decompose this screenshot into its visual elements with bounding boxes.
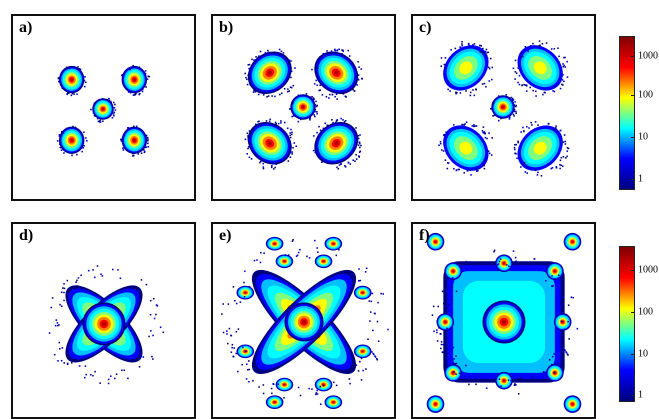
satellite — [265, 395, 284, 410]
lobe — [314, 51, 359, 95]
density-map-a — [56, 64, 151, 157]
colorbar-tickmark — [631, 56, 635, 57]
lobe — [443, 45, 489, 91]
edge-node — [444, 262, 462, 280]
centre-edge — [490, 94, 518, 122]
panel-label-f: f) — [419, 227, 430, 244]
lobe-edge — [311, 48, 363, 100]
panel-e: e) — [211, 222, 396, 419]
corner-dot — [563, 232, 582, 251]
satellite — [236, 285, 255, 300]
panel-f: f) — [411, 222, 596, 419]
colorbar-tickmark — [631, 179, 635, 180]
panel-label-c: c) — [419, 19, 432, 36]
lobe — [517, 45, 563, 91]
edge-node — [495, 371, 513, 390]
centre-edge — [90, 97, 117, 123]
colorbar-tick-label: 10 — [638, 348, 648, 360]
lobe-edge — [121, 64, 151, 96]
density-map-e — [221, 236, 389, 410]
centre-spot — [92, 98, 114, 120]
density-map-f — [426, 232, 582, 413]
satellite — [324, 395, 343, 410]
edge-node — [444, 364, 462, 382]
outer-edge — [221, 238, 389, 406]
centre-core — [482, 300, 526, 344]
lobe-edge — [438, 121, 493, 176]
lobe-edge — [513, 121, 570, 177]
lobe-edge — [440, 40, 494, 97]
density-map-b — [244, 48, 363, 170]
lobe — [247, 121, 292, 165]
satellite — [353, 285, 372, 300]
colorbar-tick-label: 1000 — [638, 50, 658, 62]
lobe-edge — [312, 117, 362, 170]
lobe — [314, 121, 359, 165]
centre-edge — [289, 93, 318, 123]
satellite — [265, 236, 284, 251]
lobe-edge — [244, 118, 297, 170]
lobe-edge — [244, 48, 296, 98]
halo-edge — [431, 249, 579, 395]
lobe — [247, 51, 292, 95]
colorbar-tickmark — [631, 137, 635, 138]
satellite — [324, 236, 343, 251]
centre-core — [82, 302, 126, 346]
lobe-edge — [56, 125, 88, 157]
colorbar-gradient-bottom — [619, 246, 635, 402]
edge-node — [553, 313, 572, 331]
corner-dot — [426, 232, 445, 251]
satellite — [275, 377, 294, 392]
lobe-edge — [57, 66, 87, 97]
satellite — [275, 254, 294, 269]
lobe-edge — [120, 125, 150, 157]
lobe — [517, 125, 563, 171]
colorbar-bottom: 1000 100 10 1 — [619, 246, 659, 402]
corner-dot — [563, 395, 582, 413]
lobe — [58, 65, 85, 94]
colorbar-tick-label: 10 — [638, 131, 648, 143]
edge-node — [436, 313, 455, 331]
colorbar-top: 1000 100 10 1 — [619, 36, 659, 190]
panel-a: a) — [11, 14, 196, 201]
colorbar-tickmark — [631, 270, 635, 271]
satellite — [314, 377, 333, 392]
colorbar-tick-label: 1 — [638, 173, 643, 185]
colorbar-tickmark — [631, 312, 635, 313]
lobe — [121, 65, 148, 94]
colorbar-gradient-top — [619, 36, 635, 190]
cross-edge — [48, 265, 165, 385]
panel-d: d) — [11, 222, 196, 419]
panel-label-d: d) — [19, 227, 34, 244]
density-map-c — [438, 40, 570, 177]
panel-label-a: a) — [19, 19, 33, 36]
colorbar-tick-label: 100 — [638, 306, 653, 318]
density-map-d — [48, 265, 165, 385]
centre-spot — [491, 95, 515, 119]
panel-label-e: e) — [219, 227, 232, 244]
lobe — [58, 126, 85, 154]
satellite — [314, 254, 333, 269]
corner-dot — [426, 395, 445, 413]
colorbar-tick-label: 1 — [638, 389, 643, 401]
lobe — [443, 125, 489, 171]
centre-spot — [290, 94, 316, 120]
panel-b: b) — [211, 14, 396, 201]
lobe-edge — [512, 40, 569, 97]
satellite — [353, 344, 372, 359]
colorbar-tickmark — [631, 354, 635, 355]
panel-label-b: b) — [219, 19, 234, 36]
colorbar-tick-label: 1000 — [638, 264, 658, 276]
edge-node — [546, 262, 564, 280]
colorbar-tickmark — [631, 395, 635, 396]
colorbar-tickmark — [631, 95, 635, 96]
centre-core — [284, 302, 324, 342]
colorbar-tick-label: 100 — [638, 89, 653, 101]
lobe — [121, 126, 148, 154]
panel-c: c) — [411, 14, 596, 201]
